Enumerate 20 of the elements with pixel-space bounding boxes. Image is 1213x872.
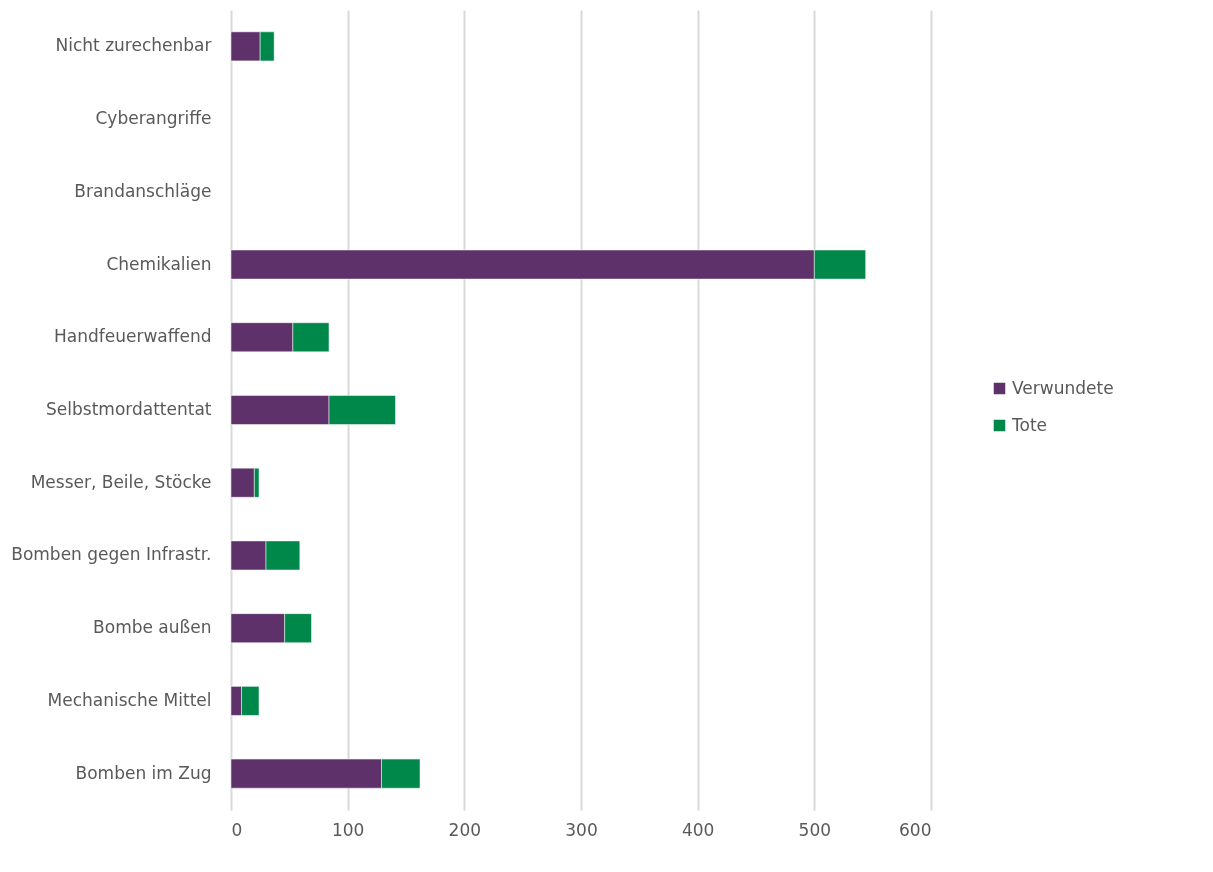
y-tick-label: Nicht zurechenbar <box>55 35 212 56</box>
y-tick-label: Messer, Beile, Stöcke <box>30 471 212 492</box>
x-tick-label: 600 <box>899 819 932 840</box>
x-tick-label: 400 <box>681 819 715 840</box>
y-tick-label: Selbstmordattentat <box>46 399 212 419</box>
y-tick-label: Chemikalien <box>106 253 212 274</box>
y-tick-label: Cyberangriffe <box>95 108 212 129</box>
legend-label: Tote <box>1011 414 1048 435</box>
x-tick-label: 100 <box>331 819 365 840</box>
y-tick-label: Bomben gegen Infrastr. <box>11 544 212 565</box>
y-tick-label: Mechanische Mittel <box>47 689 212 710</box>
y-tick-label: Bomben im Zug <box>75 762 212 783</box>
y-tick-label: Handfeuerwaffend <box>54 326 212 347</box>
y-tick-label: Brandanschläge <box>74 180 212 201</box>
legend-label: Verwundete <box>1012 377 1114 398</box>
y-tick-label: Bombe außen <box>93 617 212 638</box>
x-tick-label: 0 <box>231 819 243 840</box>
x-tick-label: 300 <box>565 819 598 840</box>
x-tick-label: 500 <box>798 819 832 840</box>
x-tick-label: 200 <box>448 819 482 840</box>
